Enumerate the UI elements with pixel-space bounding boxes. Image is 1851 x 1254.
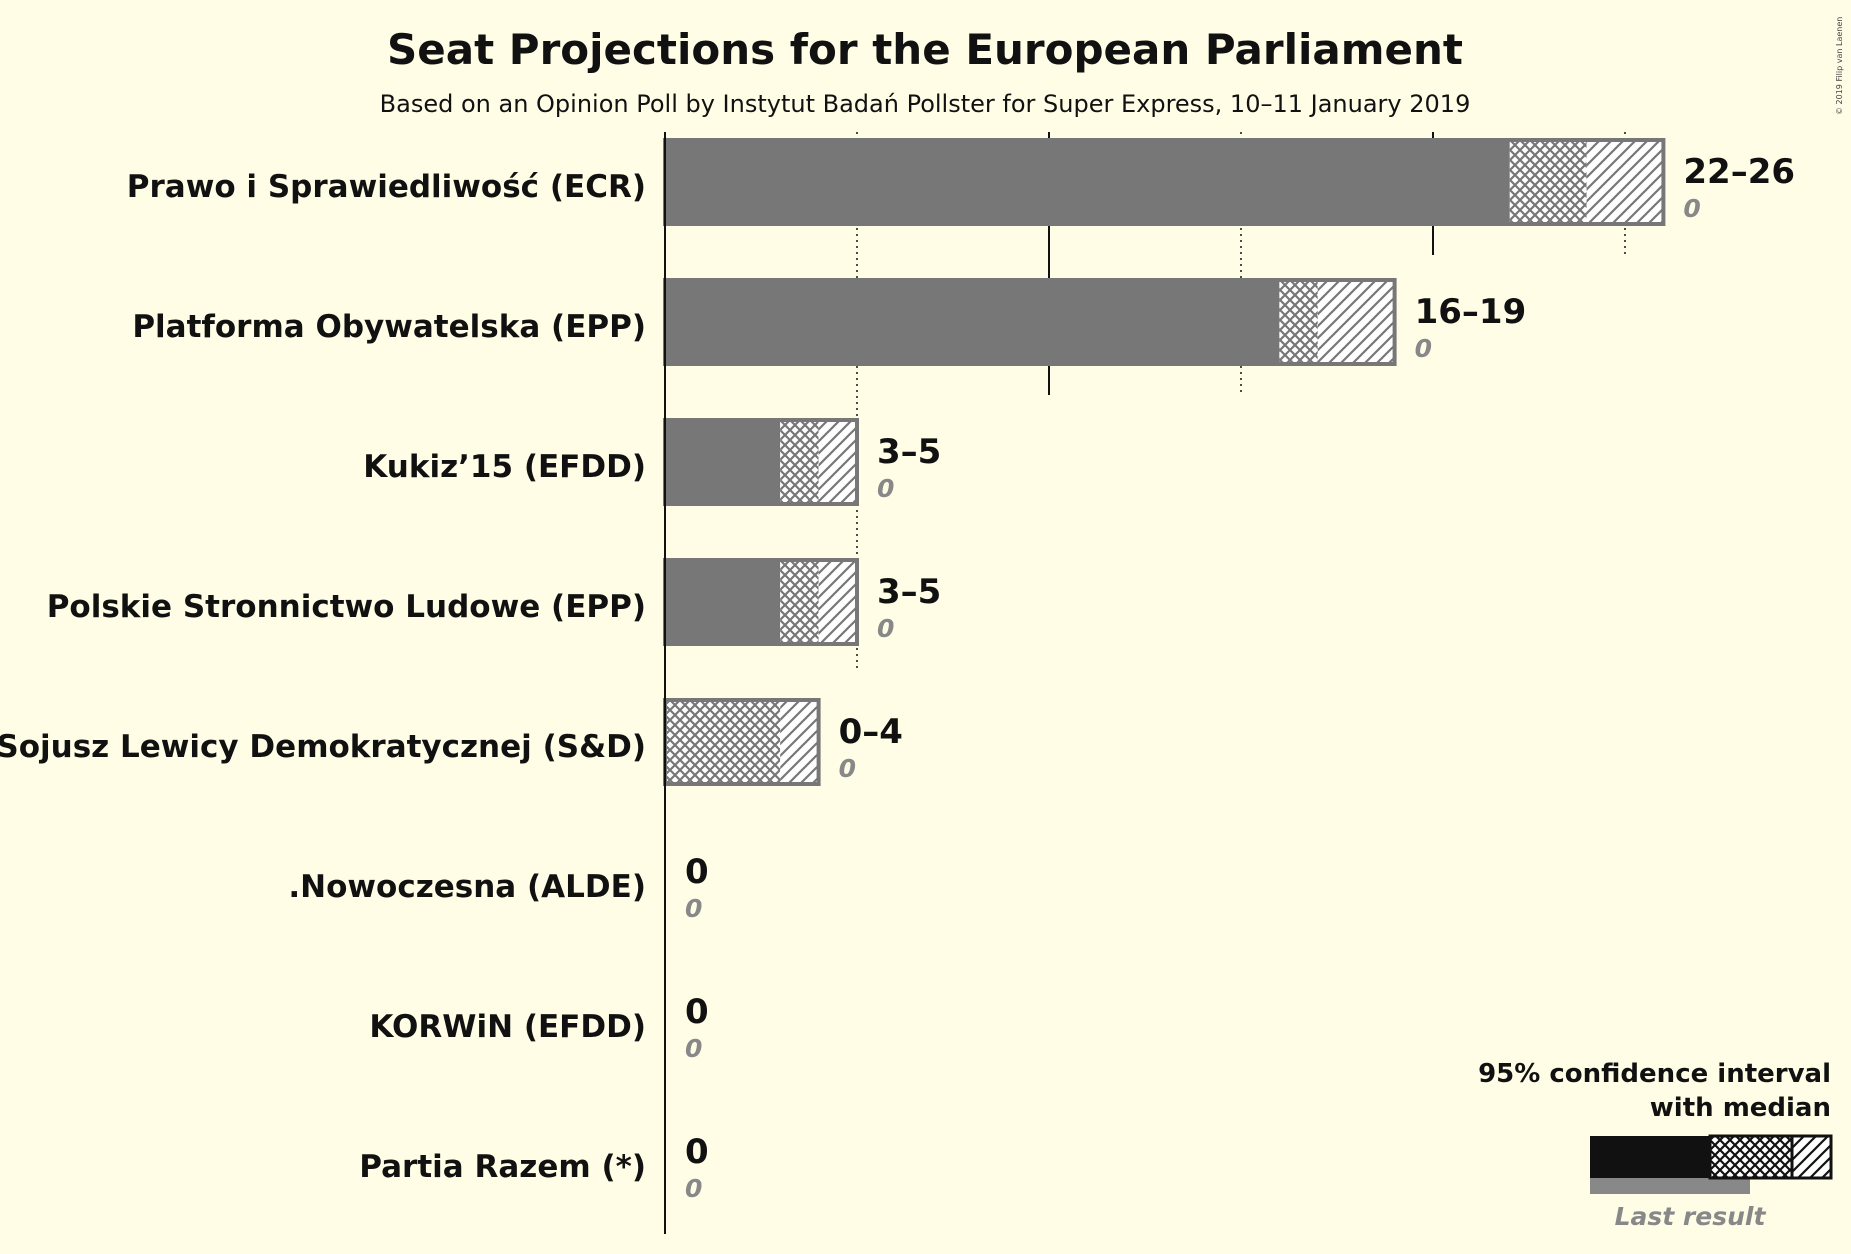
last-result-label-6: 0	[685, 1034, 702, 1063]
last-result-label-3: 0	[877, 614, 894, 643]
range-label-7: 0	[685, 1132, 709, 1172]
range-label-4: 0–4	[839, 712, 903, 752]
bar-diaghatch-2	[818, 420, 857, 504]
legend-solid-bar	[1590, 1136, 1710, 1178]
party-label-6: KORWiN (EFDD)	[369, 1009, 646, 1045]
last-result-label-2: 0	[877, 474, 894, 503]
legend-last-result-label: Last result	[1615, 1202, 1767, 1231]
range-label-6: 0	[685, 992, 709, 1032]
chart-title: Seat Projections for the European Parlia…	[387, 25, 1463, 74]
bar-diaghatch-3	[818, 560, 857, 644]
bar-crosshatch-3	[780, 560, 819, 644]
bar-crosshatch-2	[780, 420, 819, 504]
copyright-notice: © 2019 Filip van Laenen	[1835, 17, 1844, 115]
chart-subtitle: Based on an Opinion Poll by Instytut Bad…	[380, 90, 1471, 118]
legend-title-line1: 95% confidence interval	[1478, 1059, 1831, 1089]
last-result-label-0: 0	[1683, 194, 1700, 223]
range-label-5: 0	[685, 852, 709, 892]
bar-solid-0	[665, 140, 1510, 224]
bar-diaghatch-4	[780, 700, 819, 784]
bar-crosshatch-0	[1509, 140, 1587, 224]
bar-solid-1	[665, 280, 1280, 364]
party-label-0: Prawo i Sprawiedliwość (ECR)	[127, 169, 646, 205]
labels-group: Prawo i Sprawiedliwość (ECR) 22–260Platfo…	[0, 152, 1795, 1203]
range-label-2: 3–5	[877, 432, 941, 472]
range-label-1: 16–19	[1415, 292, 1527, 332]
last-result-label-1: 0	[1415, 334, 1432, 363]
bar-crosshatch-1	[1279, 280, 1318, 364]
bar-diaghatch-0	[1586, 140, 1664, 224]
party-label-3: Polskie Stronnictwo Ludowe (EPP)	[47, 589, 646, 625]
bars-group	[663, 138, 1666, 786]
bar-crosshatch-4	[665, 700, 781, 784]
party-label-5: .Nowoczesna (ALDE)	[288, 869, 646, 905]
party-label-7: Partia Razem (*)	[359, 1149, 646, 1185]
legend-diaghatch-bar	[1790, 1134, 1833, 1180]
legend-crosshatch-bar	[1708, 1134, 1794, 1180]
last-result-label-7: 0	[685, 1174, 702, 1203]
range-label-0: 22–26	[1683, 152, 1795, 192]
last-result-label-4: 0	[839, 754, 856, 783]
bar-diaghatch-1	[1317, 280, 1395, 364]
bar-solid-2	[665, 420, 781, 504]
legend: 95% confidence interval with median Last…	[1478, 1059, 1833, 1231]
party-label-1: Platforma Obywatelska (EPP)	[132, 309, 646, 345]
bar-solid-3	[665, 560, 781, 644]
party-label-4: Sojusz Lewicy Demokratycznej (S&D)	[0, 729, 646, 765]
legend-title-line2: with median	[1650, 1093, 1831, 1123]
last-result-label-5: 0	[685, 894, 702, 923]
party-label-2: Kukiz’15 (EFDD)	[363, 449, 646, 485]
range-label-3: 3–5	[877, 572, 941, 612]
